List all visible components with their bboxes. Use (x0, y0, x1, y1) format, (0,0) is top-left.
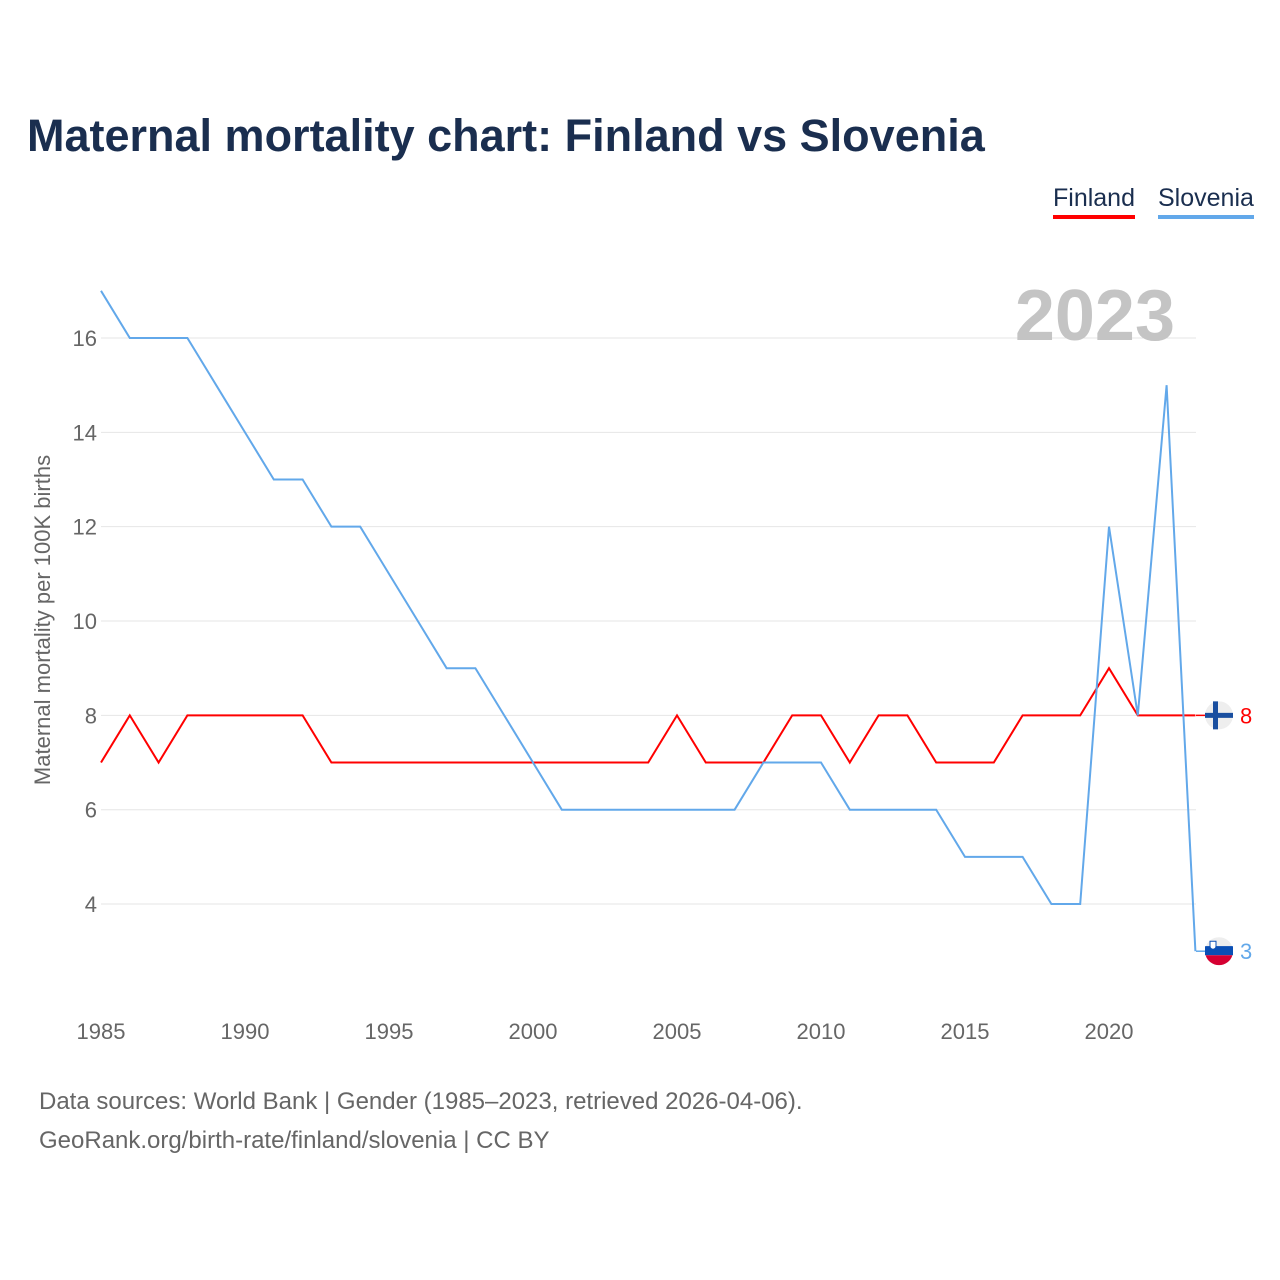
x-tick-label: 2015 (941, 1019, 990, 1044)
flag-cross (1213, 701, 1218, 730)
end-label-finland: 8 (1240, 703, 1252, 728)
series-line-slovenia (100, 290, 1197, 952)
x-tick-label: 1995 (365, 1019, 414, 1044)
x-tick-label: 2005 (653, 1019, 702, 1044)
legend-slovenia[interactable]: Slovenia (1158, 184, 1254, 219)
x-tick-label: 2000 (509, 1019, 558, 1044)
series-line-finland (100, 666, 1196, 765)
x-tick-label: 2010 (797, 1019, 846, 1044)
x-tick-label: 1990 (221, 1019, 270, 1044)
flag-cross (1205, 712, 1233, 718)
y-tick-label: 6 (85, 798, 97, 823)
y-tick-label: 8 (85, 703, 97, 728)
footer-sources: Data sources: World Bank | Gender (1985–… (39, 1088, 803, 1115)
legend-finland[interactable]: Finland (1053, 184, 1135, 219)
y-tick-label: 14 (73, 420, 97, 445)
year-watermark: 2023 (1015, 276, 1175, 356)
chart-title: Maternal mortality chart: Finland vs Slo… (27, 110, 985, 161)
flag-stripe (1205, 955, 1233, 966)
flag-stripe (1205, 946, 1233, 956)
y-tick-label: 10 (73, 609, 97, 634)
y-tick-label: 16 (73, 326, 97, 351)
x-tick-label: 2020 (1085, 1019, 1134, 1044)
y-tick-label: 12 (73, 515, 97, 540)
flag-coat-of-arms (1209, 940, 1217, 950)
x-tick-label: 1985 (77, 1019, 126, 1044)
y-axis-label: Maternal mortality per 100K births (30, 455, 55, 785)
end-label-slovenia: 3 (1240, 939, 1252, 964)
footer-link[interactable]: GeoRank.org/birth-rate/finland/slovenia … (39, 1127, 550, 1154)
y-tick-label: 4 (85, 892, 97, 917)
